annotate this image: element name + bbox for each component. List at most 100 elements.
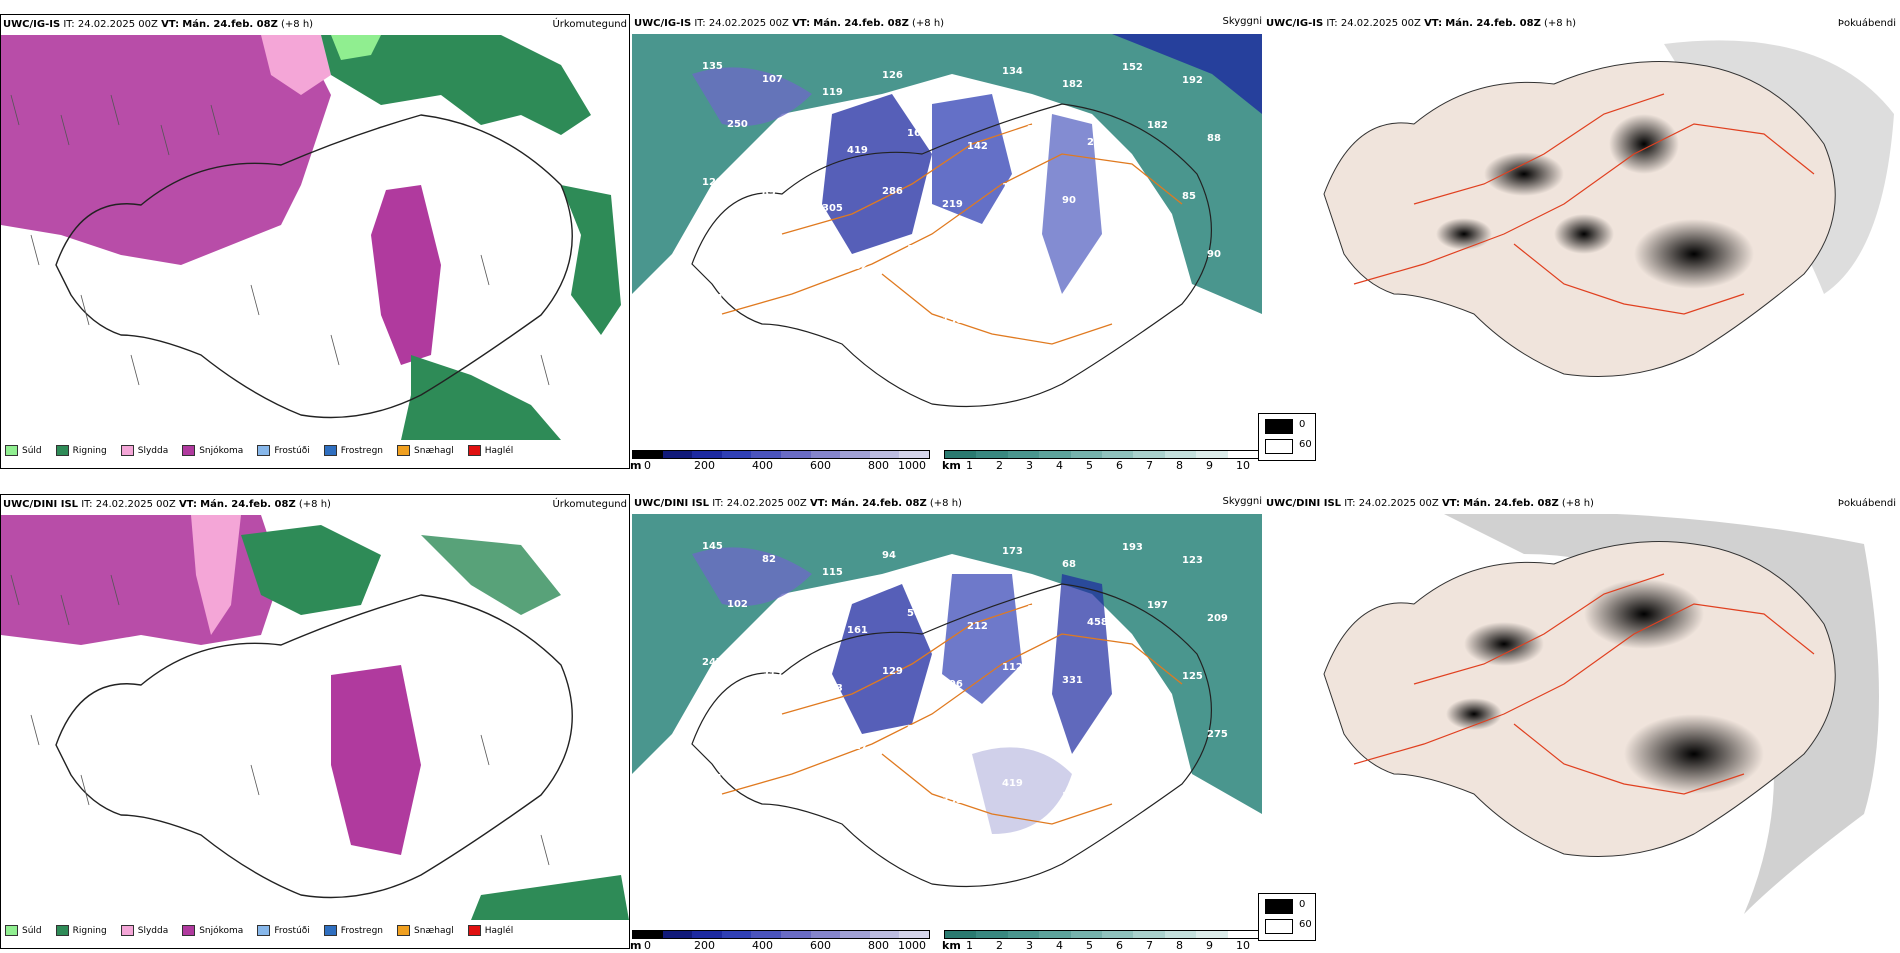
ceiling-value-label: 275 xyxy=(1207,729,1228,740)
ceiling-value-label: 129 xyxy=(882,666,903,677)
legend-item: Súld xyxy=(5,445,42,456)
ceiling-value-label: 107 xyxy=(762,74,783,85)
ceiling-value-label: 173 xyxy=(882,302,903,313)
visibility-colorbar: km 1 2 3 4 5 6 7 8 9 10 xyxy=(942,450,1260,473)
ceiling-value-label: 204 xyxy=(1087,137,1108,148)
visibility-panel-top: UWC/IG-IS IT: 24.02.2025 00Z VT: Mán. 24… xyxy=(630,14,1262,472)
ceiling-value-label: 187 xyxy=(967,853,988,864)
panel-title: UWC/DINI ISL IT: 24.02.2025 00Z VT: Mán.… xyxy=(1266,498,1594,509)
ceiling-value-label: 161 xyxy=(847,625,868,636)
ceiling-value-label: 134 xyxy=(1002,66,1023,77)
ceiling-value-label: 130 xyxy=(942,315,963,326)
precip-type-map xyxy=(1,35,629,440)
ceiling-value-label: 115 xyxy=(822,567,843,578)
panel-name: Þokuábendi xyxy=(1837,18,1896,29)
ceiling-value-label: 57 xyxy=(727,831,741,842)
ceiling-value-label: 105 xyxy=(727,715,748,726)
fog-panel-bottom: UWC/DINI ISL IT: 24.02.2025 00Z VT: Mán.… xyxy=(1258,494,1900,949)
ceiling-value-label: 490 xyxy=(882,782,903,793)
ceiling-value-label: 368 xyxy=(762,306,783,317)
fog-map xyxy=(1264,514,1900,924)
panel-title: UWC/IG-IS IT: 24.02.2025 00Z VT: Mán. 24… xyxy=(1266,18,1577,29)
precip-type-map xyxy=(1,515,629,920)
fog-map xyxy=(1264,34,1900,444)
ceiling-value-label: 243 xyxy=(762,786,783,797)
ceiling-value-label: 166 xyxy=(1062,311,1083,322)
ceiling-value-label: 132 xyxy=(1122,294,1143,305)
ceiling-value-label: 80 xyxy=(907,840,921,851)
legend-item: Frostregn xyxy=(323,925,383,936)
ceiling-value-label: 197 xyxy=(1147,600,1168,611)
ceiling-value-label: 100 xyxy=(1027,836,1048,847)
ceiling-value-label: 305 xyxy=(822,203,843,214)
ceiling-value-label: 142 xyxy=(967,141,988,152)
ceiling-value-label: 562 xyxy=(847,261,868,272)
fog-legend: 0 60 xyxy=(1258,893,1316,941)
legend-item: Slydda xyxy=(120,445,168,456)
ceiling-value-label: 169 xyxy=(907,128,928,139)
fog-panel-top: UWC/IG-IS IT: 24.02.2025 00Z VT: Mán. 24… xyxy=(1258,14,1900,469)
ceiling-value-label: 192 xyxy=(1182,75,1203,86)
ceiling-value-label: 208 xyxy=(907,724,928,735)
visibility-colorbar: km 1 2 3 4 5 6 7 8 9 10 xyxy=(942,930,1260,953)
ceiling-value-label: 209 xyxy=(1207,613,1228,624)
ceiling-value-label: 94 xyxy=(942,563,956,574)
legend-item: Súld xyxy=(5,925,42,936)
visibility-map xyxy=(632,34,1262,434)
panel-title: UWC/IG-IS IT: 24.02.2025 00Z VT: Mán. 24… xyxy=(634,18,945,29)
ceiling-colorbar: m 0 200 400 600 800 1000 xyxy=(630,930,930,953)
ceiling-value-label: 564 xyxy=(907,608,928,619)
ceiling-value-label: 555 xyxy=(847,857,868,868)
legend-item: Snjókoma xyxy=(182,925,243,936)
ceiling-value-label: 182 xyxy=(1062,79,1083,90)
ceiling-value-label: 330 xyxy=(1002,298,1023,309)
legend-item: Haglél xyxy=(467,445,513,456)
ceiling-value-label: 164 xyxy=(1087,733,1108,744)
ceiling-value-label: 419 xyxy=(847,145,868,156)
ceiling-value-label: 355 xyxy=(942,795,963,806)
ceiling-value-label: 317 xyxy=(762,670,783,681)
ceiling-value-label: 125 xyxy=(1182,671,1203,682)
ceiling-value-label: 110 xyxy=(787,728,808,739)
ceiling-value-label: 309 xyxy=(1062,791,1083,802)
ceiling-value-label: 127 xyxy=(847,741,868,752)
ceiling-value-label: 193 xyxy=(1122,542,1143,553)
ceiling-value-label: 108 xyxy=(942,83,963,94)
ceiling-value-label: 212 xyxy=(967,621,988,632)
ceiling-value-label: 103 xyxy=(1147,716,1168,727)
ceiling-value-label: 182 xyxy=(1147,120,1168,131)
ceiling-colorbar: m 0 200 400 600 800 1000 xyxy=(630,450,930,473)
ceiling-value-label: 90 xyxy=(1062,195,1076,206)
ceiling-value-label: 76 xyxy=(1147,236,1161,247)
ceiling-value-label: 369 xyxy=(1122,774,1143,785)
ceiling-value-label: 720 xyxy=(967,257,988,268)
ceiling-value-label: 195 xyxy=(1027,604,1048,615)
panel-title: UWC/IG-IS IT: 24.02.2025 00Z VT: Mán. 24… xyxy=(3,19,314,30)
ceiling-value-label: 66 xyxy=(1087,253,1101,264)
precip-legend: Súld Rigning Slydda Snjókoma Frostúði Fr… xyxy=(5,925,513,936)
ceiling-value-label: 263 xyxy=(787,132,808,143)
legend-item: Slydda xyxy=(120,925,168,936)
legend-item: Snjókoma xyxy=(182,445,243,456)
ceiling-value-label: 145 xyxy=(702,541,723,552)
ceiling-value-label: 173 xyxy=(1002,546,1023,557)
ceiling-value-label: 129 xyxy=(702,177,723,188)
ceiling-value-label: 141 xyxy=(702,773,723,784)
legend-item: Rigning xyxy=(55,925,107,936)
ceiling-value-label: 419 xyxy=(1002,778,1023,789)
ceiling-value-label: 93 xyxy=(787,248,801,259)
ceiling-value-label: 286 xyxy=(882,186,903,197)
ceiling-value-label: 82 xyxy=(762,554,776,565)
ceiling-value-label: 123 xyxy=(1182,555,1203,566)
ceiling-value-label: 346 xyxy=(1027,720,1048,731)
legend-item: Snæhagl xyxy=(397,925,454,936)
ceiling-value-label: 331 xyxy=(1062,675,1083,686)
panel-name: Skyggni xyxy=(1222,16,1262,27)
ceiling-value-label: 119 xyxy=(822,87,843,98)
ceiling-value-label: 68 xyxy=(727,235,741,246)
ceiling-value-label: 250 xyxy=(727,119,748,130)
visibility-panel-bottom: UWC/DINI ISL IT: 24.02.2025 00Z VT: Mán.… xyxy=(630,494,1262,952)
ceiling-value-label: 120 xyxy=(1122,178,1143,189)
ceiling-labels-top: 135 107 119 126 108 134 182 152 192 250 263 419 169 1… xyxy=(702,61,1221,330)
panel-name: Úrkomutegund xyxy=(552,19,627,30)
